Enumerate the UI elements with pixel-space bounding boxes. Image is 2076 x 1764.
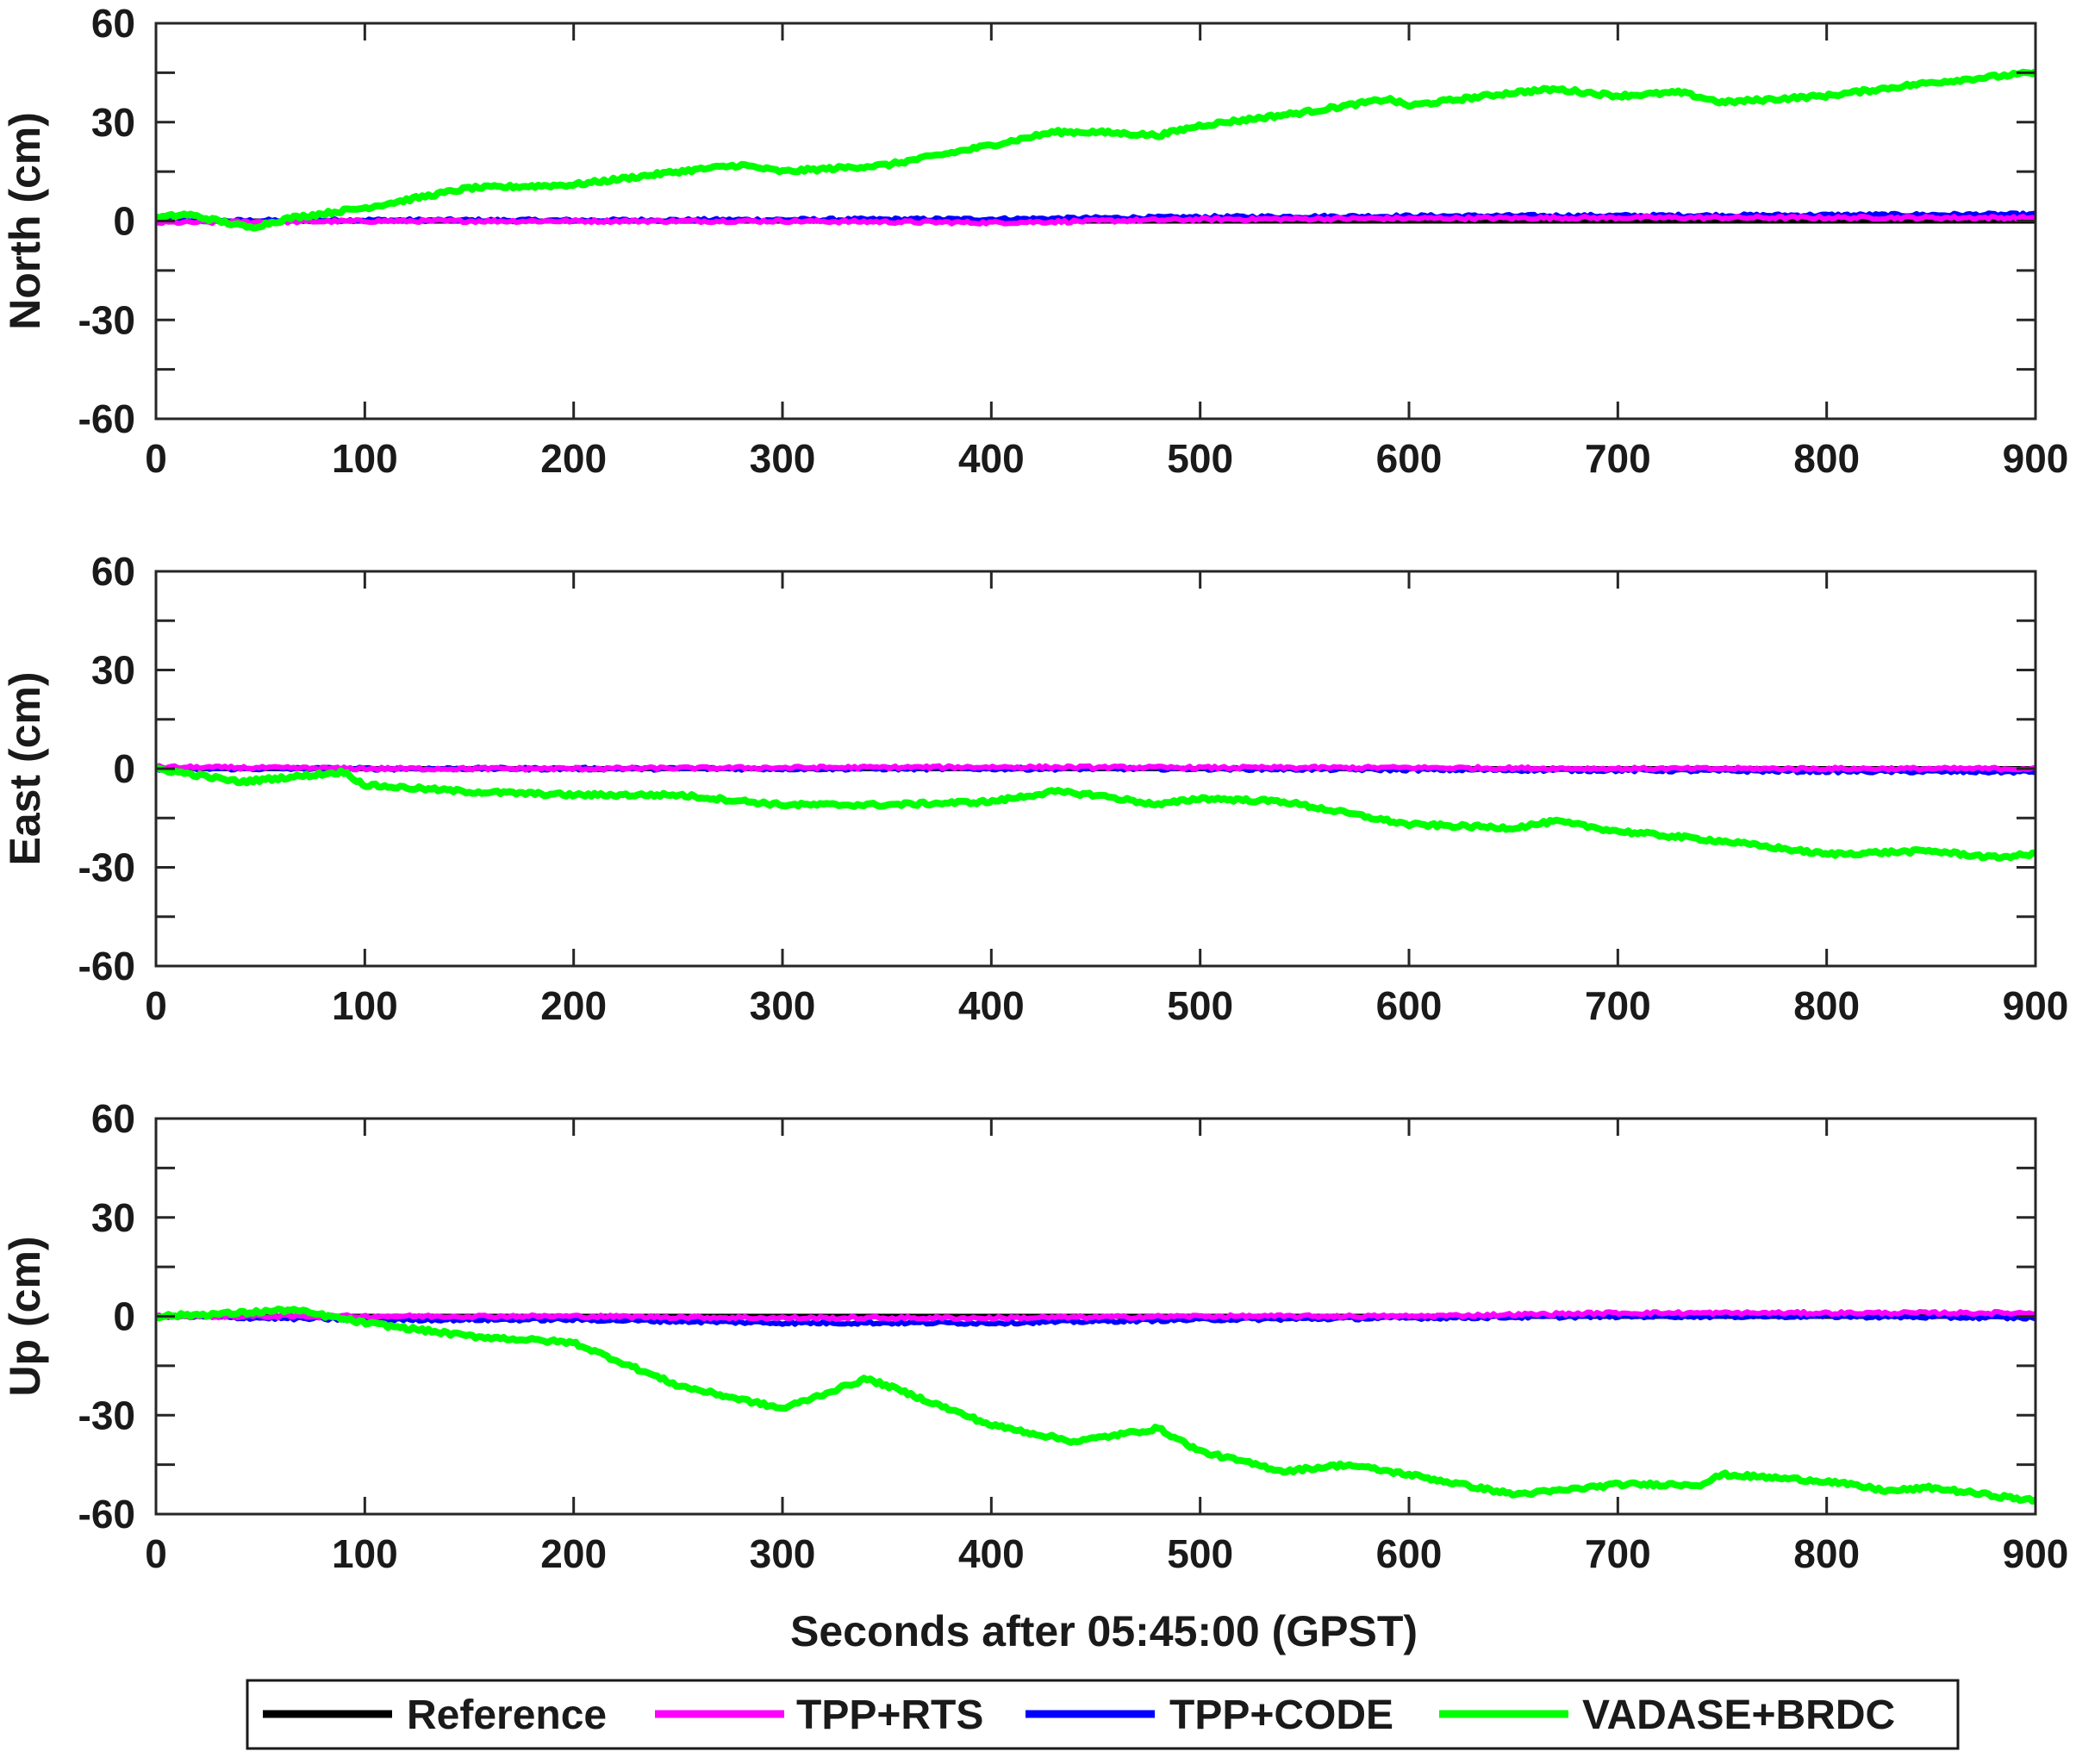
- x-tick-label: 500: [1167, 1531, 1233, 1576]
- series-line-tpp-rts: [156, 214, 2035, 227]
- y-tick-label: 30: [91, 648, 135, 693]
- y-tick-label: 60: [91, 1096, 135, 1141]
- x-tick-label: 300: [750, 983, 816, 1028]
- y-axis-title: North (cm): [1, 112, 49, 330]
- x-tick-label: 600: [1376, 983, 1443, 1028]
- x-tick-label: 700: [1585, 436, 1651, 481]
- y-axis-title: East (cm): [1, 671, 49, 865]
- y-tick-label: -60: [78, 396, 135, 441]
- series-group: [156, 1306, 2035, 1505]
- x-tick-label: 500: [1167, 436, 1233, 481]
- x-tick-label: 700: [1585, 983, 1651, 1028]
- y-tick-label: 60: [91, 549, 135, 594]
- x-tick-label: 500: [1167, 983, 1233, 1028]
- x-tick-label: 200: [540, 436, 607, 481]
- x-tick-label: 600: [1376, 436, 1443, 481]
- y-tick-label: -30: [78, 1393, 135, 1437]
- x-tick-label: 200: [540, 1531, 607, 1576]
- y-tick-label: 60: [91, 1, 135, 46]
- x-tick-label: 400: [958, 1531, 1025, 1576]
- x-tick-label: 200: [540, 983, 607, 1028]
- x-tick-label: 0: [145, 436, 167, 481]
- y-tick-label: 0: [113, 199, 135, 244]
- legend: Reference TPP+RTS TPP+CODE VADASE+BRDC: [246, 1679, 1960, 1750]
- x-tick-label: 400: [958, 983, 1025, 1028]
- series-line-vadase-brdc: [156, 68, 2035, 232]
- x-tick-label: 0: [145, 1531, 167, 1576]
- x-tick-label: 300: [750, 436, 816, 481]
- x-tick-label: 600: [1376, 1531, 1443, 1576]
- series-line-vadase-brdc: [156, 764, 2035, 862]
- y-tick-label: 0: [113, 1294, 135, 1339]
- x-tick-label: 100: [332, 1531, 398, 1576]
- x-tick-label: 400: [958, 436, 1025, 481]
- x-tick-label: 800: [1793, 983, 1860, 1028]
- series-group: [156, 763, 2035, 862]
- x-tick-label: 700: [1585, 1531, 1651, 1576]
- y-tick-label: 0: [113, 746, 135, 791]
- series-line-tpp-rts: [156, 763, 2035, 773]
- y-tick-label: 30: [91, 100, 135, 145]
- x-tick-label: 300: [750, 1531, 816, 1576]
- legend-label-reference: Reference: [407, 1692, 607, 1738]
- series-group: [156, 68, 2035, 232]
- x-tick-label: 100: [332, 983, 398, 1028]
- legend-label-vadase-brdc: VADASE+BRDC: [1582, 1692, 1895, 1738]
- y-tick-label: 30: [91, 1195, 135, 1240]
- x-tick-label: 900: [2003, 436, 2069, 481]
- series-line-tpp-rts: [156, 1309, 2035, 1322]
- y-tick-label: -60: [78, 944, 135, 988]
- x-tick-label: 800: [1793, 436, 1860, 481]
- legend-label-tpp-code: TPP+CODE: [1169, 1692, 1393, 1738]
- x-tick-label: 0: [145, 983, 167, 1028]
- x-tick-label: 100: [332, 436, 398, 481]
- y-tick-label: -60: [78, 1492, 135, 1536]
- y-tick-label: -30: [78, 297, 135, 342]
- panels: 0 100 200 300 400 500 600 700 800 90060300-30-60N…: [1, 1, 2068, 1576]
- x-tick-label: 900: [2003, 983, 2069, 1028]
- y-tick-label: -30: [78, 845, 135, 890]
- x-axis-title: Seconds after 05:45:00 (GPST): [790, 1607, 1418, 1655]
- panel-north: 0 100 200 300 400 500 600 700 800 90060300-30-60N…: [1, 1, 2068, 481]
- series-line-vadase-brdc: [156, 1306, 2035, 1505]
- x-tick-label: 800: [1793, 1531, 1860, 1576]
- y-axis-title: Up (cm): [1, 1236, 49, 1396]
- legend-label-tpp-rts: TPP+RTS: [796, 1692, 983, 1738]
- x-tick-label: 900: [2003, 1531, 2069, 1576]
- panel-up: 0 100 200 300 400 500 600 700 800 90060300-30-60U…: [1, 1096, 2068, 1576]
- panel-east: 0 100 200 300 400 500 600 700 800 90060300-30-60E…: [1, 549, 2068, 1028]
